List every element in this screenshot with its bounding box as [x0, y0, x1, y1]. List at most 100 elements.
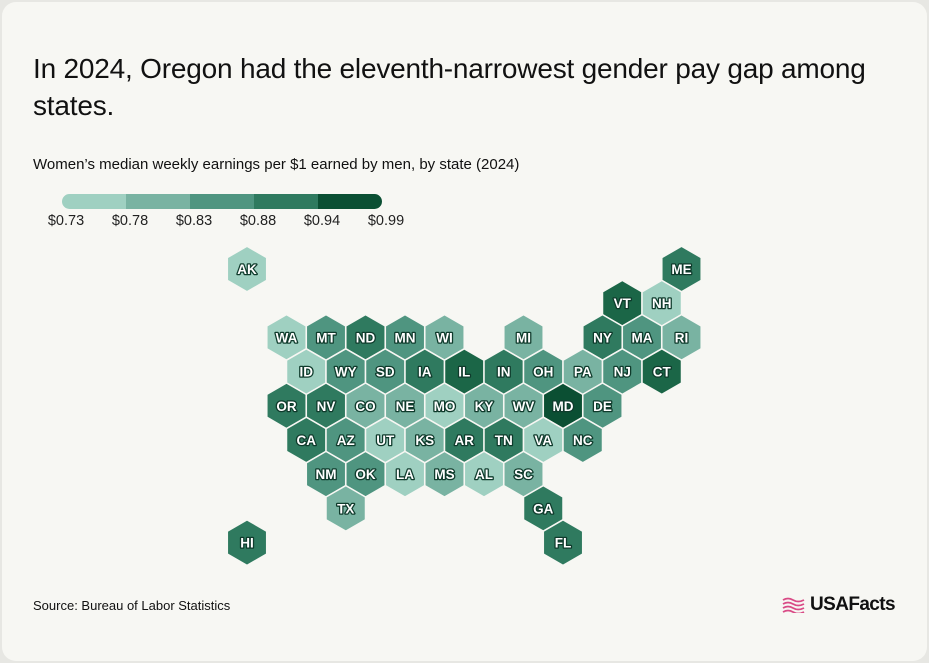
state-label: WV [513, 399, 535, 414]
state-label: LA [396, 467, 414, 482]
state-hex-shape [641, 347, 683, 396]
state-label: AZ [337, 433, 355, 448]
state-label: NH [652, 296, 672, 311]
usafacts-logo: USAFacts [782, 594, 896, 616]
chart-subtitle: Women’s median weekly earnings per $1 ea… [33, 156, 520, 173]
state-label: ND [356, 330, 376, 345]
state-label: MT [316, 330, 336, 345]
state-label: CT [653, 365, 672, 380]
legend-segment [62, 194, 126, 209]
state-label: ME [671, 262, 691, 277]
state-label: KY [475, 399, 494, 414]
state-label: UT [376, 433, 395, 448]
legend-segment [126, 194, 190, 209]
state-label: AK [237, 262, 257, 277]
state-hex-ok: OK [345, 450, 386, 498]
state-label: TX [337, 501, 354, 516]
state-label: DE [593, 399, 612, 414]
state-label: NY [593, 330, 612, 345]
chart-title: In 2024, Oregon had the eleventh-narrowe… [33, 53, 866, 121]
state-label: SD [376, 365, 395, 380]
legend-tick-label: $0.83 [175, 213, 213, 229]
state-label: IL [458, 365, 470, 380]
state-label: KS [415, 433, 434, 448]
state-label: GA [533, 501, 554, 516]
state-label: MO [434, 399, 456, 414]
state-hex-wy: WY [325, 347, 367, 396]
state-hex-ma: MA [621, 313, 663, 362]
state-hex-mt: MT [305, 313, 347, 362]
source-note: Source: Bureau of Labor Statistics [33, 598, 231, 613]
state-hex-la: LA [384, 450, 426, 498]
state-label: NV [317, 399, 336, 414]
state-label: IN [497, 365, 511, 380]
legend-tick-label: $0.94 [303, 213, 341, 229]
state-label: OH [533, 365, 553, 380]
state-hex-shape [226, 518, 268, 567]
state-label: NE [396, 399, 415, 414]
state-hex-wa: WA [266, 313, 307, 362]
state-hex-tx: TX [325, 484, 367, 533]
state-label: CA [297, 433, 317, 448]
state-label: WA [276, 330, 298, 345]
state-hex-sc: SC [503, 450, 544, 498]
state-label: NJ [614, 365, 631, 380]
state-hex-pa: PA [562, 347, 604, 396]
state-hex-de: DE [582, 382, 623, 430]
state-hex-va: VA [522, 416, 564, 464]
state-hex-ak: AK [226, 245, 268, 293]
state-label: MD [553, 399, 574, 414]
state-label: RI [675, 330, 689, 345]
state-label: NM [316, 467, 337, 482]
state-hex-mn: MN [384, 313, 426, 362]
state-hex-shape [542, 518, 584, 567]
state-hex-ny: NY [582, 313, 623, 362]
state-hex-sd: SD [364, 347, 406, 396]
legend-segment [190, 194, 254, 209]
legend-segment [318, 194, 382, 209]
state-hex-or: OR [266, 382, 307, 430]
legend-color-bar [62, 194, 382, 209]
state-hex-shape [562, 416, 604, 464]
state-hex-nj: NJ [601, 347, 643, 396]
state-hex-shape [325, 484, 367, 533]
state-label: NC [573, 433, 593, 448]
state-hex-me: ME [661, 245, 702, 293]
state-label: SC [514, 467, 533, 482]
state-hex-ks: KS [404, 416, 446, 464]
state-label: ID [300, 365, 314, 380]
state-label: VT [614, 296, 632, 311]
state-label: TN [495, 433, 513, 448]
state-label: HI [240, 536, 254, 551]
state-label: AR [455, 433, 475, 448]
state-label: MA [632, 330, 653, 345]
state-label: MN [395, 330, 416, 345]
state-hex-mi: MI [503, 313, 544, 362]
state-label: MS [434, 467, 454, 482]
state-hex-al: AL [463, 450, 505, 498]
state-label: FL [555, 536, 572, 551]
state-hex-ne: NE [384, 382, 426, 430]
state-label: MI [516, 330, 531, 345]
legend-tick-label: $0.78 [111, 213, 149, 229]
state-hex-co: CO [345, 382, 386, 430]
state-hex-ct: CT [641, 347, 683, 396]
state-hex-hi: HI [226, 518, 268, 567]
flag-icon [782, 597, 805, 613]
state-label: AL [475, 467, 493, 482]
legend-tick-label: $0.73 [47, 213, 85, 229]
state-label: WY [335, 365, 357, 380]
state-hex-wi: WI [424, 313, 465, 362]
state-label: IA [418, 365, 432, 380]
state-label: PA [574, 365, 592, 380]
legend-segment [254, 194, 318, 209]
state-hex-nh: NH [641, 279, 683, 327]
state-label: OR [276, 399, 297, 414]
state-hex-az: AZ [325, 416, 367, 464]
state-label: VA [534, 433, 552, 448]
state-hex-ia: IA [404, 347, 446, 396]
state-hex-fl: FL [542, 518, 584, 567]
state-hex-shape [226, 245, 268, 293]
